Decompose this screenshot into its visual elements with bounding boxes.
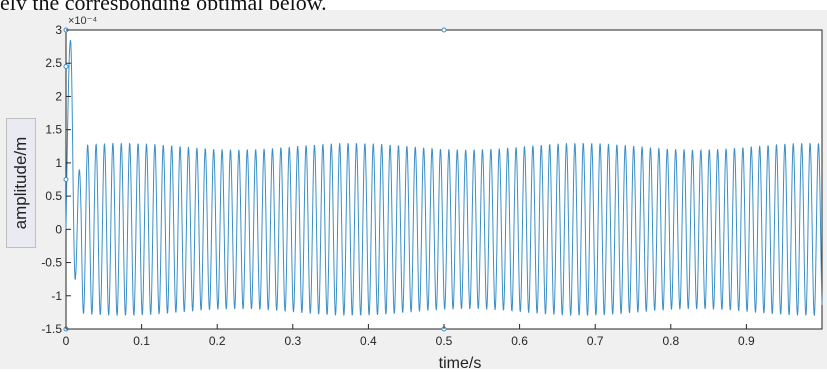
y-tick-label: 1.5 xyxy=(45,123,62,137)
x-tick-label: 0 xyxy=(63,334,70,348)
ylabel: amplitude/m xyxy=(11,136,30,230)
y-tick-label: 3 xyxy=(55,23,62,37)
y-tick-label: -0.5 xyxy=(41,256,62,270)
plot-area xyxy=(65,29,823,330)
x-tick-label: 0.1 xyxy=(133,334,150,348)
annotation-marker xyxy=(63,177,69,182)
y-tick-label: 2.5 xyxy=(45,56,62,70)
x-tick-label: 0.2 xyxy=(209,334,226,348)
x-tick-label: 0.3 xyxy=(284,334,301,348)
y-tick-label: -1.5 xyxy=(41,322,62,336)
y-exponent-label: ×10⁻⁴ xyxy=(68,15,97,27)
y-tick-label: -1 xyxy=(51,289,62,303)
y-tick-label: 1 xyxy=(55,156,62,170)
x-tick-label: 0.9 xyxy=(738,334,755,348)
series-group xyxy=(65,39,823,317)
x-tick-label: 0.7 xyxy=(587,334,604,348)
series-line xyxy=(65,39,823,317)
ylabel-box xyxy=(6,118,36,248)
axes-group: 0 0.1 0.2 0.3 0.4 0.5 0.6 0.7 0.8 0.9 3 2.5 2 1.5 1 0.5… xyxy=(41,23,755,348)
x-tick-label: 0.8 xyxy=(662,334,679,348)
x-tick-label: 0.4 xyxy=(360,334,377,348)
x-tick-label: 0.6 xyxy=(511,334,528,348)
annotation-marker xyxy=(441,27,447,33)
y-tick-label: 0.5 xyxy=(45,189,62,203)
x-tick-label: 0.5 xyxy=(436,334,453,348)
xlabel: time/s xyxy=(438,355,482,372)
annotation-marker xyxy=(63,64,69,70)
y-tick-label: 2 xyxy=(55,89,62,103)
y-tick-label: 0 xyxy=(55,222,62,236)
